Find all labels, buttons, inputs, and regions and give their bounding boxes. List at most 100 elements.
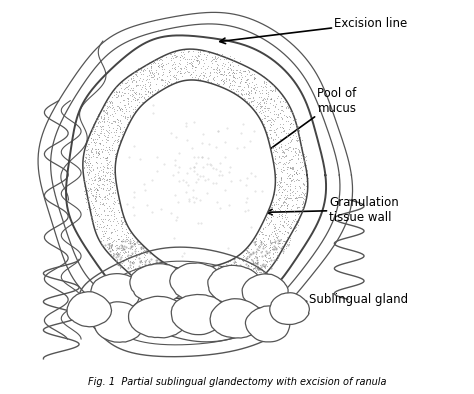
Point [175,60,183,66]
Point [109,179,117,185]
Point [285,172,292,178]
Point [229,63,237,69]
Point [118,252,126,258]
Point [101,216,109,223]
Point [247,71,255,78]
Point [264,77,272,83]
Point [87,198,94,204]
Point [144,79,152,85]
Point [283,192,291,199]
Point [88,213,96,219]
Point [101,173,109,180]
Point [232,266,239,272]
Point [230,70,237,76]
Point [278,222,286,228]
Point [263,104,271,111]
Point [257,83,265,89]
Point [154,70,162,76]
Point [228,262,235,268]
Point [127,114,134,120]
Point [213,50,221,56]
Point [220,69,228,75]
Point [282,99,289,105]
Point [116,105,123,111]
Point [273,114,281,121]
Point [121,80,128,86]
Point [124,248,132,254]
Point [145,59,153,65]
Point [162,290,169,297]
Point [242,67,249,74]
Point [192,57,200,63]
Point [102,157,109,164]
Point [261,224,268,230]
Point [106,112,113,118]
Point [263,243,270,249]
Point [189,69,197,75]
Point [191,269,199,275]
Point [105,159,112,165]
Point [89,145,96,152]
Point [256,105,264,111]
Point [299,199,307,205]
Point [188,77,195,84]
Point [259,84,266,90]
Point [128,243,135,250]
Point [287,164,294,171]
Point [141,96,148,102]
Point [243,249,250,256]
Point [260,270,267,277]
Point [277,184,284,190]
Point [285,144,292,151]
Point [118,214,126,220]
Point [225,258,232,265]
Point [190,271,197,278]
Point [252,238,259,244]
Point [252,106,260,112]
Point [268,87,275,94]
Point [130,89,137,95]
Point [147,282,155,288]
Point [103,222,111,229]
Point [250,108,258,114]
Point [143,277,150,283]
Point [281,208,288,214]
Point [216,292,224,298]
Point [294,152,301,158]
Point [292,194,300,200]
Point [92,197,100,203]
Point [199,282,207,289]
Point [302,162,310,168]
Point [201,70,209,76]
Point [90,153,97,160]
Point [107,99,114,105]
Point [278,103,286,110]
Point [177,66,185,72]
Point [303,168,311,174]
Point [295,128,302,134]
Point [242,256,250,262]
Point [113,232,121,238]
Point [277,175,284,181]
Point [288,156,295,162]
Point [100,115,108,121]
Point [201,286,209,292]
Point [282,199,289,205]
Point [133,278,140,284]
Point [246,100,253,106]
Point [169,282,176,288]
Point [277,143,284,149]
Point [294,194,302,201]
Point [261,96,269,102]
Point [226,273,233,279]
Point [275,243,283,250]
Point [278,183,286,189]
Point [301,162,308,169]
Point [302,157,310,164]
Point [170,267,178,273]
Point [237,69,245,76]
Point [126,82,133,88]
Point [201,72,208,79]
Point [166,72,174,78]
Point [215,265,222,271]
